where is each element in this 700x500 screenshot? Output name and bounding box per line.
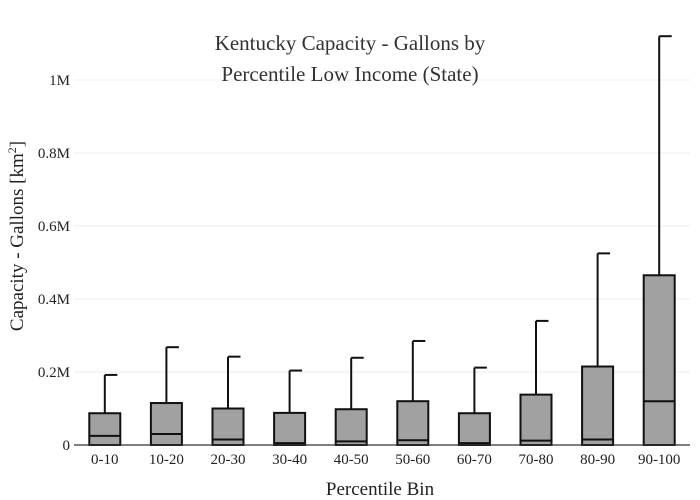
box-70-80 [519,319,553,447]
box-0-10 [88,373,122,446]
x-tick-label: 10-20 [149,452,184,468]
iqr-box [273,411,307,447]
x-tick-label: 60-70 [457,452,492,468]
x-tick-label: 70-80 [519,452,554,468]
box-60-70 [457,366,491,446]
iqr-box [334,408,368,447]
iqr-box [88,412,122,446]
y-tick-label: 0.8M [38,146,70,162]
iqr-box [581,365,615,446]
y-axis-title-main: Capacity - Gallons [km [7,153,28,331]
box-50-60 [396,339,430,447]
y-tick-labels: 0 0.2M 0.4M 0.6M 0.8M 1M [38,73,70,454]
x-tick-label: 50-60 [395,452,430,468]
box-20-30 [211,355,245,446]
box-10-20 [149,346,183,446]
y-tick-label: 0.4M [38,292,70,308]
box-30-40 [273,369,307,447]
iqr-box [457,412,491,446]
box-80-90 [581,252,615,446]
box-90-100 [642,35,676,446]
iqr-box [519,393,553,447]
x-tick-label: 40-50 [334,452,369,468]
chart-title-line-1: Kentucky Capacity - Gallons by [215,31,486,55]
box-40-50 [334,356,368,447]
x-tick-label: 80-90 [580,452,615,468]
x-tick-labels: 0-10 10-20 20-30 30-40 40-50 50-60 60-70 70-80 8… [91,452,680,468]
x-tick-label: 30-40 [272,452,307,468]
iqr-box [149,402,183,446]
y-axis-title-superscript: 2 [5,147,19,153]
boxes-layer [88,35,676,447]
y-axis-title-close: ] [7,141,28,147]
x-tick-label: 90-100 [638,452,681,468]
x-tick-label: 0-10 [91,452,119,468]
y-tick-label: 0.2M [38,365,70,381]
y-tick-label: 0.6M [38,219,70,235]
iqr-box [642,274,676,446]
x-axis-title: Percentile Bin [326,479,435,500]
chart-title-line-2: Percentile Low Income (State) [221,62,478,86]
y-tick-label: 1M [49,73,70,89]
y-axis-title: Capacity - Gallons [km2] [5,141,28,331]
iqr-box [396,400,430,447]
y-tick-label: 0 [63,438,71,454]
x-tick-label: 20-30 [211,452,246,468]
